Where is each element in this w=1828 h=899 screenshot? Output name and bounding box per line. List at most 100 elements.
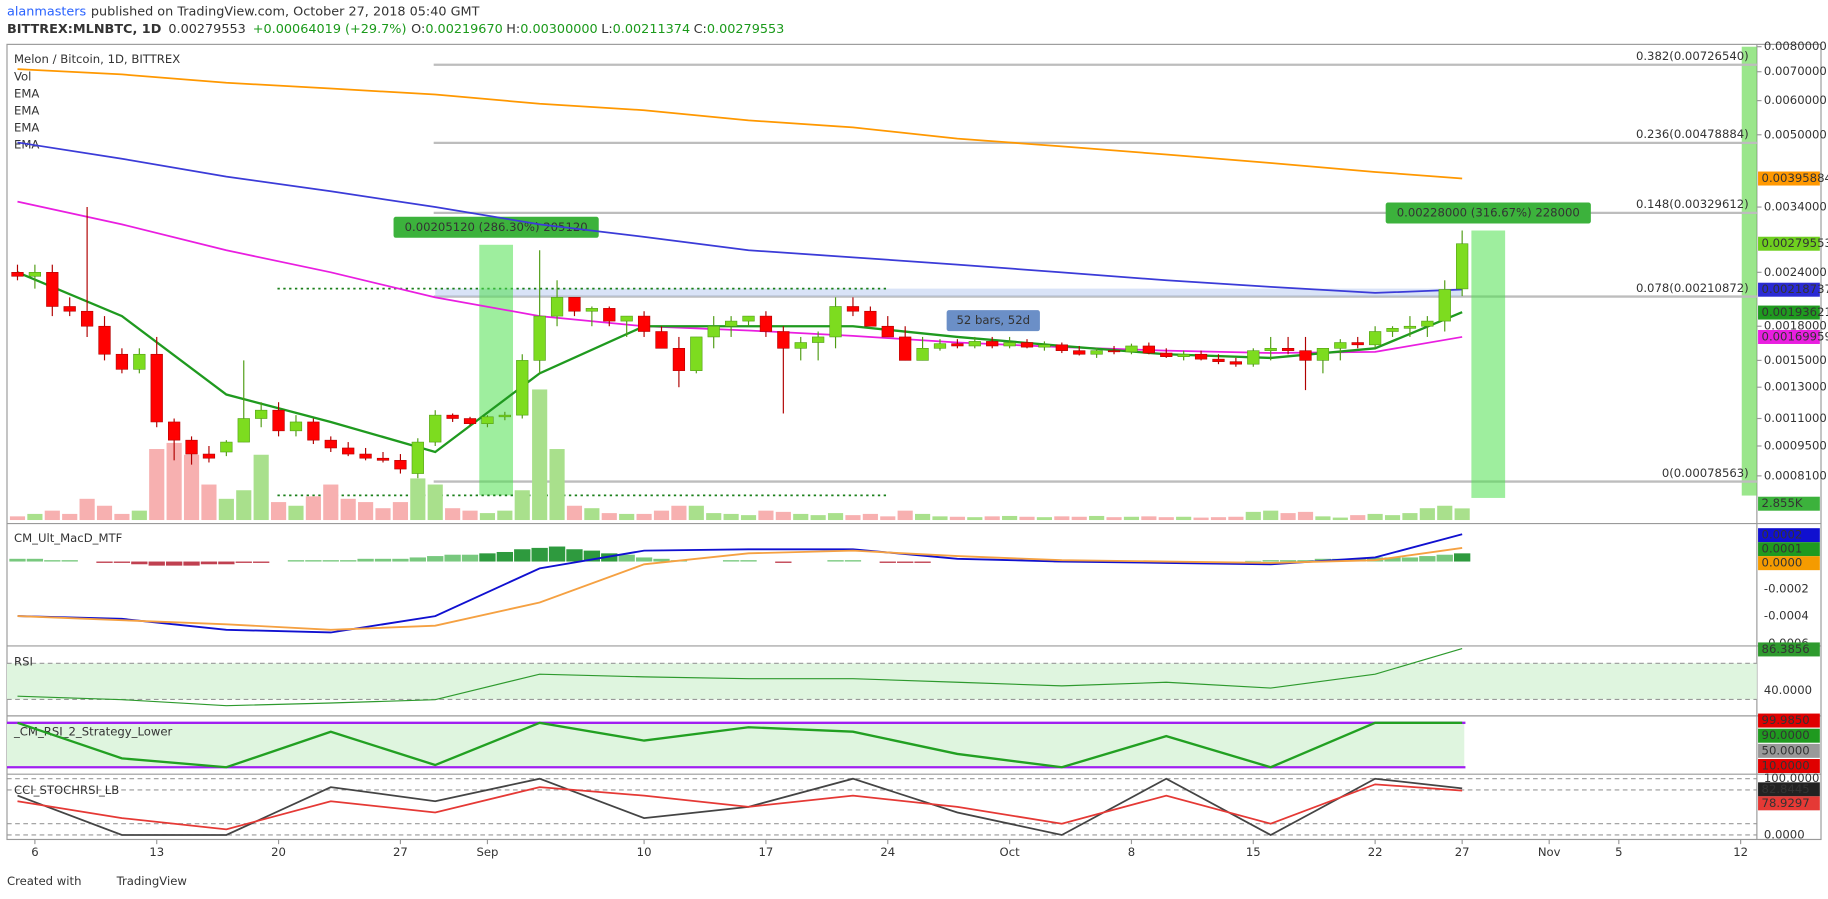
- macd-hist: [96, 561, 113, 563]
- pane-title: _CM_RSI_2_Strategy_Lower: [13, 725, 173, 739]
- macd-hist: [183, 561, 200, 566]
- y-tick-label: -0.0002: [1764, 581, 1809, 595]
- legend-item: EMA: [14, 87, 39, 101]
- macd-hist: [392, 558, 409, 562]
- volume-bar: [653, 510, 670, 521]
- candle-body: [1386, 328, 1399, 332]
- volume-bar: [27, 513, 43, 521]
- rsi-line: [17, 648, 1463, 707]
- measure: [479, 244, 514, 496]
- volume-bar: [897, 510, 913, 521]
- macd-hist: [1401, 557, 1419, 562]
- volume-bar: [1002, 515, 1018, 521]
- volume-bar: [201, 484, 217, 521]
- price-badge-label: 0.00395884: [1762, 171, 1828, 185]
- cci-line: [17, 783, 1463, 831]
- candle-body: [11, 272, 24, 277]
- y-tick-label: 0.0034000: [1764, 200, 1827, 214]
- candle-body: [655, 331, 668, 349]
- volume-bar: [392, 502, 408, 521]
- price-badge: [1758, 236, 1820, 251]
- fib-label: 0.148(0.00329612): [1636, 197, 1749, 211]
- price-badge-label: 50.0000: [1762, 743, 1810, 757]
- price-badge-label: 0.00193621: [1762, 305, 1828, 319]
- range-label-box: [946, 310, 1040, 332]
- macd-hist: [1262, 560, 1279, 562]
- x-tick-label: 13: [149, 845, 164, 859]
- volume-bar: [1245, 511, 1261, 521]
- price-badge: [1758, 528, 1820, 543]
- volume-bar: [427, 484, 443, 521]
- candle-body: [46, 272, 59, 307]
- y-tick-label: 0.0050000: [1764, 127, 1827, 141]
- candle-body: [1229, 361, 1243, 365]
- ohlc-h: 0.00300000: [520, 22, 597, 37]
- candle-body: [1020, 342, 1034, 348]
- candle-body: [133, 353, 146, 370]
- footer-brand[interactable]: TradingView: [116, 874, 188, 888]
- volume-bar: [740, 515, 757, 521]
- volume-bar: [601, 513, 617, 521]
- price-badge-label: 0.0002: [1762, 528, 1803, 542]
- price-badge: [1758, 713, 1820, 728]
- candle-body: [168, 421, 181, 441]
- candle-body: [463, 418, 477, 424]
- fib-label: 0.382(0.00726540): [1636, 49, 1749, 63]
- candle-body: [550, 297, 564, 317]
- macd-hist: [340, 560, 357, 562]
- candle-body: [80, 310, 94, 327]
- price-badge: [1758, 743, 1820, 758]
- x-tick-label: Nov: [1538, 845, 1561, 859]
- candle-body: [759, 315, 773, 332]
- volume-bar: [949, 516, 965, 521]
- range-label: 52 bars, 52d: [957, 313, 1031, 327]
- volume-bar: [96, 505, 113, 521]
- candle-body: [1107, 350, 1121, 353]
- macd-hist: [879, 561, 896, 563]
- candle-body: [1351, 342, 1364, 346]
- legend-item: EMA: [14, 104, 39, 118]
- price-badge: [1758, 496, 1820, 511]
- author[interactable]: alanmasters: [7, 4, 87, 19]
- price-badge: [1758, 796, 1820, 811]
- volume-bar: [1106, 517, 1122, 521]
- candle-body: [1438, 289, 1451, 322]
- volume-bar: [62, 513, 78, 521]
- x-tick-label: 20: [271, 845, 286, 859]
- candle-body: [498, 414, 511, 418]
- macd-hist: [305, 560, 322, 562]
- candle-body: [637, 315, 651, 332]
- candle-body: [359, 453, 372, 459]
- volume-bar: [1402, 513, 1418, 521]
- price-badge: [1758, 329, 1820, 344]
- volume-bar: [775, 511, 791, 521]
- volume-bar: [305, 496, 321, 521]
- volume-bar: [131, 510, 147, 521]
- volume-bar: [462, 510, 478, 521]
- header-line1: alanmasters published on TradingView.com,…: [7, 4, 480, 19]
- candle-body: [255, 409, 268, 419]
- x-tick-label: 27: [1455, 845, 1470, 859]
- candle-body: [185, 439, 198, 455]
- candle-body: [933, 343, 947, 349]
- price-badge-label: 0.0001: [1762, 542, 1803, 556]
- volume-bar: [1263, 510, 1279, 521]
- volume-bar: [758, 510, 774, 521]
- ohlc-h-key: H:: [506, 22, 520, 37]
- volume-bar: [1228, 516, 1244, 521]
- candle-body: [98, 325, 111, 355]
- candle-body: [1055, 344, 1068, 351]
- candle-body: [446, 414, 459, 419]
- volume-bar: [1176, 516, 1192, 521]
- candle-body: [1421, 320, 1434, 327]
- ohlc-c: 0.00279553: [707, 22, 784, 37]
- volume-bar: [810, 515, 826, 521]
- pane-title: CCI_STOCHRSI_LB: [14, 783, 119, 797]
- published: published on TradingView.com, October 27…: [91, 4, 480, 19]
- volume-bar: [636, 513, 652, 521]
- candle-body: [672, 348, 686, 371]
- macd-hist: [583, 550, 601, 562]
- macd-hist: [827, 560, 844, 562]
